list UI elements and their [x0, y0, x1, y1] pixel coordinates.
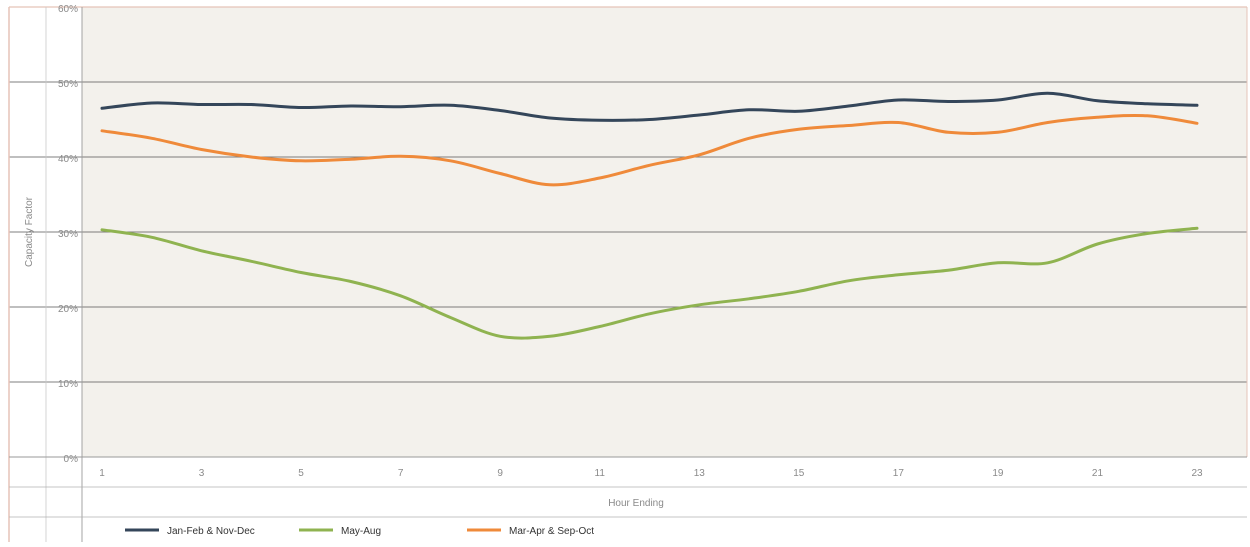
legend: Jan-Feb & Nov-Dec May-Aug Mar-Apr & Sep-…: [125, 526, 594, 537]
x-tick-label: 21: [1092, 468, 1104, 479]
table-frame: [8, 6, 1248, 542]
series-lines: [100, 91, 1199, 340]
legend-label: Jan-Feb & Nov-Dec: [167, 526, 255, 537]
x-tick-label: 11: [595, 468, 606, 479]
y-tick-label: 50%: [58, 79, 78, 90]
y-tick-label: 0%: [64, 454, 79, 465]
x-tick-label: 3: [199, 468, 205, 479]
x-tick-label: 5: [298, 468, 304, 479]
x-axis-label: Hour Ending: [608, 498, 664, 509]
y-axis-label: Capacity Factor: [24, 196, 35, 267]
x-tick-label: 13: [694, 468, 706, 479]
x-tick-label: 1: [99, 468, 105, 479]
series-line-2: [100, 226, 1199, 340]
legend-item: May-Aug: [299, 526, 381, 537]
y-tick-label: 10%: [58, 379, 78, 390]
legend-label: Mar-Apr & Sep-Oct: [509, 526, 594, 537]
legend-item: Mar-Apr & Sep-Oct: [467, 526, 594, 537]
x-axis-ticks: 1 3 5 7 9 11 13 15 17 19 21 23: [99, 468, 1203, 479]
y-tick-label: 40%: [58, 154, 78, 165]
legend-item: Jan-Feb & Nov-Dec: [125, 526, 255, 537]
y-tick-label: 60%: [58, 4, 78, 15]
y-tick-label: 20%: [58, 304, 78, 315]
x-tick-label: 15: [793, 468, 805, 479]
x-tick-label: 7: [398, 468, 404, 479]
gridlines: [9, 81, 1247, 383]
x-tick-label: 23: [1191, 468, 1203, 479]
series-line-1: [100, 91, 1199, 122]
series-line-3: [100, 113, 1199, 187]
x-tick-label: 17: [893, 468, 905, 479]
x-tick-label: 9: [497, 468, 503, 479]
y-tick-label: 30%: [58, 229, 78, 240]
y-axis-ticks: 0% 10% 20% 30% 40% 50% 60%: [58, 4, 78, 465]
x-tick-label: 19: [992, 468, 1004, 479]
legend-label: May-Aug: [341, 526, 381, 537]
